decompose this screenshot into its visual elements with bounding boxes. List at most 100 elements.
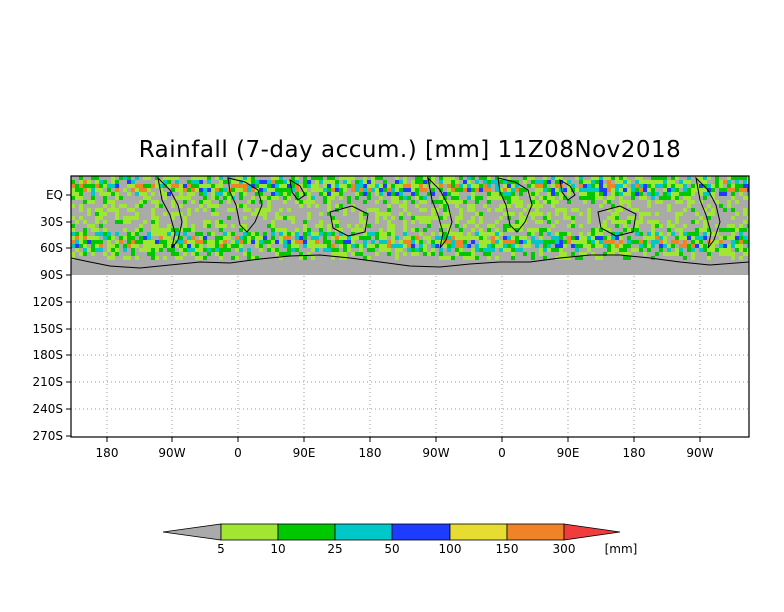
rain-cell <box>215 184 219 188</box>
rain-cell <box>307 232 311 236</box>
rain-cell <box>395 196 399 200</box>
rain-cell <box>491 240 495 244</box>
rain-cell <box>295 244 299 248</box>
rain-cell <box>371 176 375 180</box>
rain-cell <box>163 180 167 184</box>
rain-cell <box>527 232 531 236</box>
rain-cell <box>115 216 119 220</box>
rain-cell <box>279 208 283 212</box>
rain-cell <box>379 176 383 180</box>
rain-cell <box>259 192 263 196</box>
rain-cell <box>239 236 243 240</box>
rain-cell <box>507 188 511 192</box>
rain-cell <box>131 232 135 236</box>
rain-cell <box>231 192 235 196</box>
rain-cell <box>627 200 631 204</box>
rain-cell <box>479 236 483 240</box>
rain-cell <box>151 208 155 212</box>
rain-cell <box>95 232 99 236</box>
rain-cell <box>223 196 227 200</box>
rain-cell <box>439 204 443 208</box>
rain-cell <box>691 236 695 240</box>
rain-cell <box>295 228 299 232</box>
rain-cell <box>615 176 619 180</box>
rain-cell <box>715 176 719 180</box>
rain-cell <box>87 184 91 188</box>
rain-cell <box>435 216 439 220</box>
rain-cell <box>611 196 615 200</box>
rain-cell <box>155 216 159 220</box>
rain-cell <box>423 184 427 188</box>
rain-cell <box>359 236 363 240</box>
rain-cell <box>487 224 491 228</box>
rain-cell <box>695 228 699 232</box>
rain-cell <box>291 216 295 220</box>
rain-cell <box>747 216 749 220</box>
rain-cell <box>223 192 227 196</box>
rain-cell <box>335 220 339 224</box>
rain-cell <box>315 240 319 244</box>
rain-cell <box>399 244 403 248</box>
rain-cell <box>219 244 223 248</box>
rain-cell <box>219 184 223 188</box>
rain-cell <box>431 184 435 188</box>
rain-cell <box>639 192 643 196</box>
rain-cell <box>471 256 475 260</box>
rain-cell <box>591 188 595 192</box>
rain-cell <box>555 232 559 236</box>
rain-cell <box>419 196 423 200</box>
rain-cell <box>223 180 227 184</box>
rain-cell <box>619 244 623 248</box>
rain-cell <box>383 184 387 188</box>
rain-cell <box>455 216 459 220</box>
rain-cell <box>523 240 527 244</box>
rain-cell <box>603 192 607 196</box>
rain-cell <box>451 244 455 248</box>
rain-cell <box>687 232 691 236</box>
rain-cell <box>459 184 463 188</box>
rain-cell <box>211 184 215 188</box>
rain-cell <box>287 208 291 212</box>
rain-cell <box>591 176 595 180</box>
rain-cell <box>455 196 459 200</box>
rain-cell <box>579 184 583 188</box>
rain-cell <box>595 176 599 180</box>
rain-cell <box>451 184 455 188</box>
rain-cell <box>267 180 271 184</box>
rain-cell <box>351 232 355 236</box>
rain-cell <box>647 180 651 184</box>
rain-cell <box>179 244 183 248</box>
rain-cell <box>707 176 711 180</box>
rain-cell <box>651 228 655 232</box>
rain-cell <box>239 244 243 248</box>
y-tick-label: 270S <box>32 429 63 443</box>
rain-cell <box>431 244 435 248</box>
rain-cell <box>331 196 335 200</box>
rain-cell <box>551 196 555 200</box>
rain-cell <box>539 184 543 188</box>
rain-cell <box>499 240 503 244</box>
rain-cell <box>91 184 95 188</box>
rain-cell <box>271 228 275 232</box>
rain-cell <box>311 248 315 252</box>
rain-cell <box>675 188 679 192</box>
rain-cell <box>327 248 331 252</box>
rain-cell <box>291 232 295 236</box>
rain-cell <box>727 248 731 252</box>
rain-cell <box>595 188 599 192</box>
rain-cell <box>539 248 543 252</box>
rain-cell <box>735 180 739 184</box>
rain-cell <box>311 184 315 188</box>
rain-cell <box>75 232 79 236</box>
rain-cell <box>395 188 399 192</box>
rain-cell <box>151 232 155 236</box>
rain-cell <box>287 180 291 184</box>
rain-cell <box>551 192 555 196</box>
rain-cell <box>619 184 623 188</box>
rain-cell <box>655 240 659 244</box>
rain-cell <box>123 204 127 208</box>
rain-cell <box>371 208 375 212</box>
rain-cell <box>439 200 443 204</box>
rain-cell <box>447 180 451 184</box>
rain-cell <box>563 180 567 184</box>
